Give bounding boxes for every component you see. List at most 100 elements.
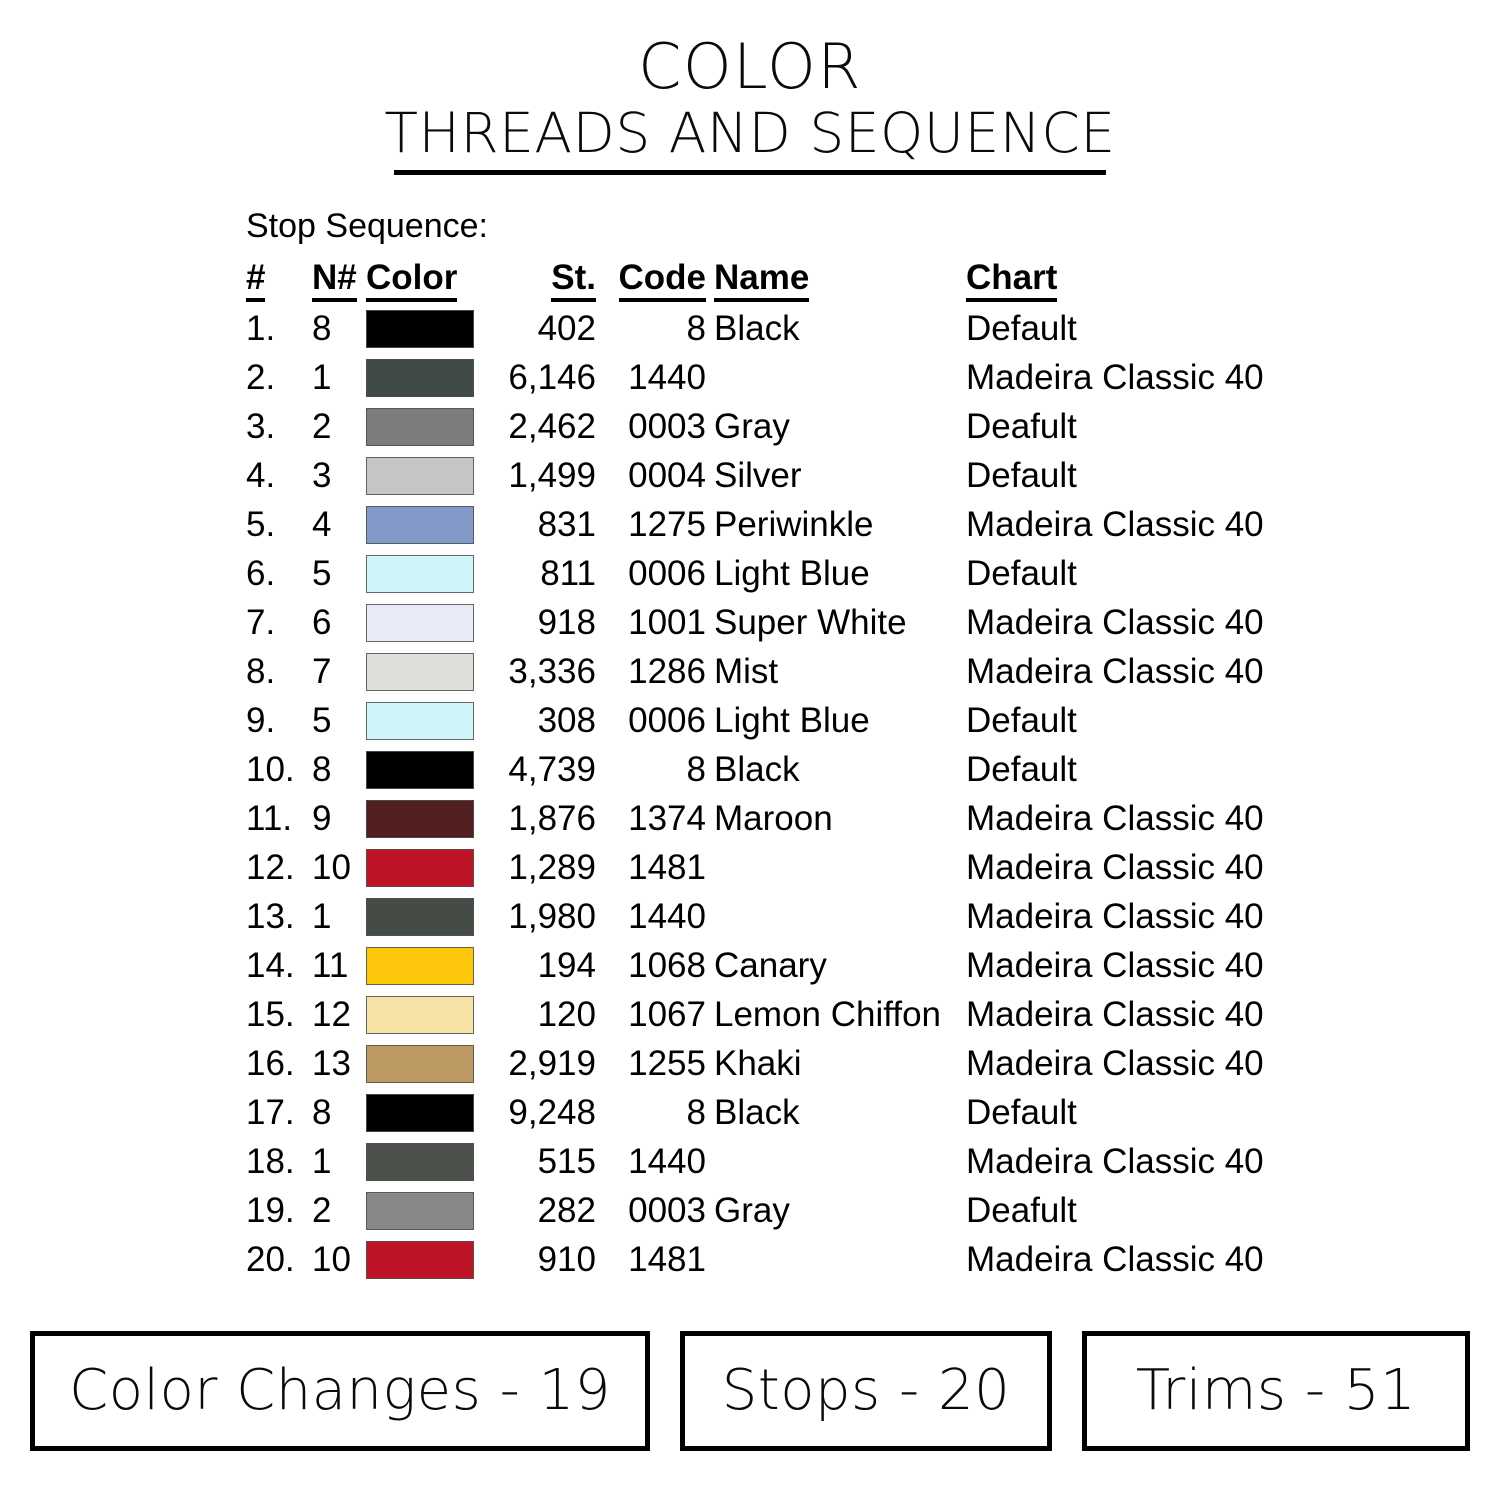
row-code: 0003 (628, 407, 706, 446)
row-index: 2. (246, 358, 276, 397)
column-header-stitches: St. (484, 258, 602, 304)
table-row: 16. 13 2,919 1255 Khaki Madeira Classic 40 (244, 1039, 1286, 1088)
row-index: 20. (246, 1240, 295, 1279)
row-chart: Madeira Classic 40 (966, 848, 1264, 887)
row-index: 15. (246, 995, 295, 1034)
color-swatch (366, 995, 474, 1034)
color-swatch (366, 1044, 474, 1083)
color-swatch (366, 1191, 474, 1230)
table-row: 10. 8 4,739 8 Black Default (244, 745, 1286, 794)
trims-label: Trims - 51 (1135, 1358, 1417, 1423)
row-chart: Madeira Classic 40 (966, 1044, 1264, 1083)
row-code: 1067 (628, 995, 706, 1034)
row-needle: 2 (312, 407, 332, 446)
table-row: 11. 9 1,876 1374 Maroon Madeira Classic 40 (244, 794, 1286, 843)
summary-row: Color Changes - 19 Stops - 20 Trims - 51 (0, 1331, 1500, 1451)
trims-box: Trims - 51 (1082, 1331, 1470, 1451)
color-swatch (366, 946, 474, 985)
row-chart: Madeira Classic 40 (966, 799, 1264, 838)
row-name: Periwinkle (714, 505, 874, 544)
row-needle: 1 (312, 1142, 332, 1181)
row-name (714, 353, 966, 402)
row-chart: Madeira Classic 40 (966, 995, 1264, 1034)
color-swatch (366, 848, 474, 887)
color-swatch (366, 505, 474, 544)
row-index: 19. (246, 1191, 295, 1230)
color-changes-box: Color Changes - 19 (30, 1331, 650, 1451)
row-index: 5. (246, 505, 276, 544)
row-needle: 7 (312, 652, 332, 691)
row-needle: 8 (312, 750, 332, 789)
row-stitches: 120 (537, 995, 596, 1034)
row-index: 18. (246, 1142, 295, 1181)
row-stitches: 831 (537, 505, 596, 544)
row-stitches: 282 (537, 1191, 596, 1230)
table-row: 17. 8 9,248 8 Black Default (244, 1088, 1286, 1137)
row-name: Khaki (714, 1044, 802, 1083)
row-stitches: 918 (537, 603, 596, 642)
page-subtitle: THREADS AND SEQUENCE (384, 101, 1116, 165)
row-needle: 12 (312, 995, 351, 1034)
column-header-color: Color (366, 258, 484, 304)
stop-sequence-label: Stop Sequence: (246, 207, 488, 245)
row-color-swatch-cell (366, 1137, 484, 1186)
color-swatch (366, 309, 474, 348)
row-color-swatch-cell (366, 402, 484, 451)
row-stitches: 2,919 (508, 1044, 596, 1083)
table-row: 8. 7 3,336 1286 Mist Madeira Classic 40 (244, 647, 1286, 696)
row-stitches: 194 (537, 946, 596, 985)
row-color-swatch-cell (366, 892, 484, 941)
row-code: 1286 (628, 652, 706, 691)
row-name: Canary (714, 946, 827, 985)
row-needle: 8 (312, 309, 332, 348)
row-index: 17. (246, 1093, 295, 1132)
row-color-swatch-cell (366, 696, 484, 745)
row-stitches: 1,876 (508, 799, 596, 838)
color-swatch (366, 456, 474, 495)
row-needle: 11 (312, 946, 349, 985)
row-index: 6. (246, 554, 276, 593)
row-needle: 1 (312, 897, 332, 936)
row-needle: 3 (312, 456, 332, 495)
table-row: 2. 1 6,146 1440 Madeira Classic 40 (244, 353, 1286, 402)
row-index: 14. (246, 946, 295, 985)
color-swatch (366, 358, 474, 397)
row-color-swatch-cell (366, 843, 484, 892)
row-chart: Madeira Classic 40 (966, 1142, 1264, 1181)
row-code: 1440 (628, 1142, 706, 1181)
row-chart: Madeira Classic 40 (966, 505, 1264, 544)
row-index: 10. (246, 750, 295, 789)
color-swatch (366, 799, 474, 838)
row-code: 1481 (628, 848, 706, 887)
table-row: 4. 3 1,499 0004 Silver Default (244, 451, 1286, 500)
color-changes-label: Color Changes - 19 (69, 1358, 611, 1423)
row-chart: Madeira Classic 40 (966, 946, 1264, 985)
row-chart: Madeira Classic 40 (966, 652, 1264, 691)
row-needle: 10 (312, 1240, 351, 1279)
table-row: 20. 10 910 1481 Madeira Classic 40 (244, 1235, 1286, 1284)
row-color-swatch-cell (366, 1088, 484, 1137)
table-row: 14. 11 194 1068 Canary Madeira Classic 40 (244, 941, 1286, 990)
row-code: 0004 (628, 456, 706, 495)
row-chart: Default (966, 554, 1077, 593)
color-swatch (366, 897, 474, 936)
row-name (714, 1137, 966, 1186)
row-code: 1275 (628, 505, 706, 544)
column-header-index: # (244, 258, 312, 304)
row-needle: 13 (312, 1044, 351, 1083)
row-chart: Madeira Classic 40 (966, 897, 1264, 936)
row-index: 11. (246, 799, 293, 838)
row-index: 4. (246, 456, 276, 495)
row-name: Gray (714, 1191, 790, 1230)
row-name: Light Blue (714, 701, 870, 740)
row-color-swatch-cell (366, 1235, 484, 1284)
table-row: 18. 1 515 1440 Madeira Classic 40 (244, 1137, 1286, 1186)
row-code: 1068 (628, 946, 706, 985)
row-index: 13. (246, 897, 295, 936)
table-row: 6. 5 811 0006 Light Blue Default (244, 549, 1286, 598)
table-row: 7. 6 918 1001 Super White Madeira Classic 40 (244, 598, 1286, 647)
stops-box: Stops - 20 (680, 1331, 1052, 1451)
row-chart: Default (966, 701, 1077, 740)
row-needle: 8 (312, 1093, 332, 1132)
row-name (714, 1235, 966, 1284)
